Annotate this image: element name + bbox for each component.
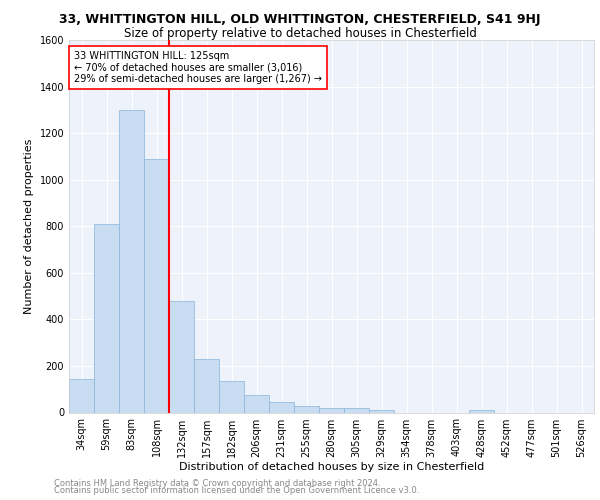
- X-axis label: Distribution of detached houses by size in Chesterfield: Distribution of detached houses by size …: [179, 462, 484, 472]
- Bar: [294, 406, 319, 412]
- Y-axis label: Number of detached properties: Number of detached properties: [24, 138, 34, 314]
- Bar: [219, 381, 244, 412]
- Bar: [244, 395, 269, 412]
- Bar: [369, 410, 394, 412]
- Bar: [119, 110, 144, 412]
- Bar: [144, 158, 169, 412]
- Text: Contains HM Land Registry data © Crown copyright and database right 2024.: Contains HM Land Registry data © Crown c…: [54, 478, 380, 488]
- Bar: [94, 224, 119, 412]
- Text: Size of property relative to detached houses in Chesterfield: Size of property relative to detached ho…: [124, 28, 476, 40]
- Bar: [69, 378, 94, 412]
- Text: 33 WHITTINGTON HILL: 125sqm
← 70% of detached houses are smaller (3,016)
29% of : 33 WHITTINGTON HILL: 125sqm ← 70% of det…: [74, 51, 322, 84]
- Bar: [194, 359, 219, 412]
- Bar: [269, 402, 294, 412]
- Bar: [344, 408, 369, 412]
- Bar: [169, 300, 194, 412]
- Bar: [319, 408, 344, 412]
- Text: 33, WHITTINGTON HILL, OLD WHITTINGTON, CHESTERFIELD, S41 9HJ: 33, WHITTINGTON HILL, OLD WHITTINGTON, C…: [59, 12, 541, 26]
- Text: Contains public sector information licensed under the Open Government Licence v3: Contains public sector information licen…: [54, 486, 419, 495]
- Bar: [469, 410, 494, 412]
